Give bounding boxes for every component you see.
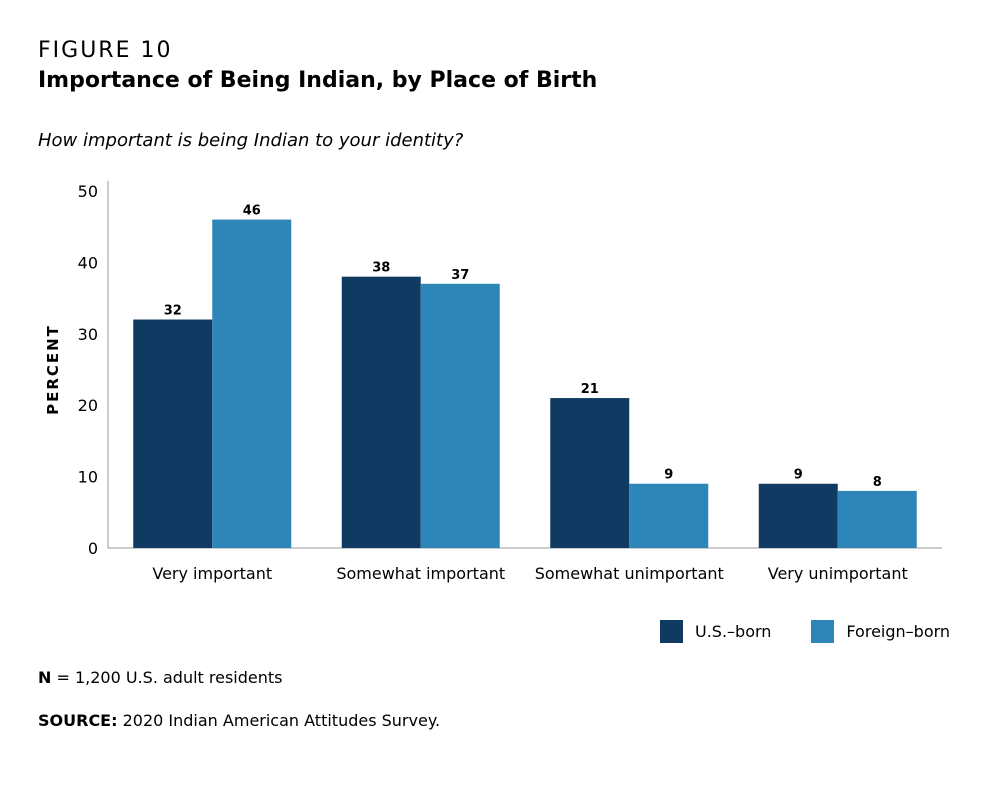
y-tick-label: 30 [78, 325, 98, 344]
bar [837, 490, 917, 548]
data-label: 8 [873, 475, 882, 490]
x-tick-label: Somewhat important [336, 564, 505, 583]
data-label: 32 [164, 304, 182, 319]
x-tick-label: Very unimportant [768, 564, 908, 583]
data-label: 38 [372, 261, 390, 276]
bar [212, 219, 292, 548]
data-label: 9 [794, 468, 803, 483]
chart-title: Importance of Being Indian, by Place of … [38, 68, 598, 93]
bar [629, 483, 709, 548]
y-tick-label: 40 [78, 253, 98, 272]
legend-label-foreign-born: Foreign–born [846, 622, 951, 641]
legend-label-us-born: U.S.–born [695, 622, 772, 641]
y-tick-label: 50 [78, 182, 98, 201]
sample-size-text: = 1,200 U.S. adult residents [56, 668, 283, 687]
sample-size-label: N [38, 668, 52, 687]
source-label: SOURCE: [38, 711, 118, 730]
legend-swatch-foreign-born [811, 620, 835, 643]
legend-item-us-born: U.S.–born [660, 620, 771, 643]
bar [133, 319, 213, 548]
y-tick-label: 20 [78, 396, 98, 415]
legend-item-foreign-born: Foreign–born [811, 620, 950, 643]
y-axis-label: PERCENT [44, 324, 62, 415]
x-tick-label: Very important [152, 564, 272, 583]
bar [420, 283, 500, 548]
x-tick-label: Somewhat unimportant [535, 564, 724, 583]
y-tick-label: 0 [88, 539, 98, 558]
data-label: 37 [451, 268, 469, 283]
data-label: 46 [243, 204, 261, 219]
data-label: 21 [581, 382, 599, 397]
source-note: SOURCE: 2020 Indian American Attitudes S… [38, 711, 440, 730]
data-label: 9 [664, 468, 673, 483]
legend: U.S.–born Foreign–born [660, 620, 950, 643]
legend-swatch-us-born [660, 620, 683, 643]
chart-subtitle: How important is being Indian to your id… [38, 130, 464, 151]
bar [341, 276, 421, 548]
sample-size-note: N = 1,200 U.S. adult residents [38, 668, 283, 687]
bar [550, 398, 630, 548]
bar [758, 483, 838, 548]
figure-label: FIGURE 10 [38, 38, 173, 63]
bar-chart: 0 10 20 30 40 50 PERCENT 32 46 Very important 38 37… [44, 181, 942, 583]
y-tick-label: 10 [78, 468, 98, 487]
source-text: 2020 Indian American Attitudes Survey. [122, 711, 441, 730]
